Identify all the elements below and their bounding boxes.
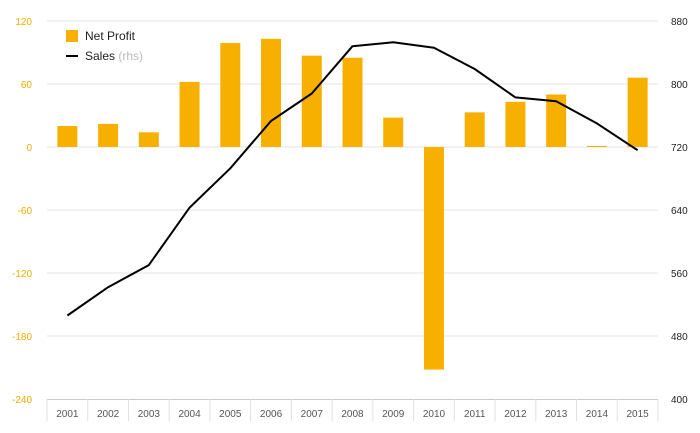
y-left-tick-label: -60 [18, 206, 33, 217]
legend-label: Net Profit [85, 29, 136, 43]
net-profit-bar [220, 43, 241, 147]
y-right-tick-label: 880 [671, 17, 688, 28]
y-right-tick-label: 480 [671, 332, 688, 343]
net-profit-bar [261, 38, 282, 147]
net-profit-bar [98, 123, 119, 147]
y-left-tick-label: 0 [26, 143, 32, 154]
x-tick-label: 2013 [545, 409, 568, 420]
y-left-tick-label: 120 [15, 17, 32, 28]
y-right-tick-label: 720 [671, 143, 688, 154]
x-tick-label: 2003 [138, 409, 161, 420]
axes: 120 60 0 -60 -120 -180 -240 880 800 720 640 560 480 4… [12, 17, 688, 421]
net-profit-bar [586, 145, 607, 147]
x-tick-label: 2007 [301, 409, 324, 420]
y-left-tick-label: -240 [12, 395, 32, 406]
x-tick-label: 2001 [56, 409, 79, 420]
y-right-tick-label: 400 [671, 395, 688, 406]
x-tick-label: 2010 [423, 409, 446, 420]
legend: Net Profit Sales (rhs) [66, 29, 143, 63]
x-tick-label: 2006 [260, 409, 283, 420]
net-profit-bar [423, 147, 444, 370]
net-profit-bar [627, 77, 648, 147]
y-left-tick-label: -180 [12, 332, 32, 343]
y-left-tick-label: -120 [12, 269, 32, 280]
net-profit-bar [57, 126, 78, 147]
legend-label: Sales (rhs) [85, 49, 143, 63]
net-profit-bar [546, 94, 567, 147]
x-tick-label: 2014 [586, 409, 609, 420]
legend-label-main: Sales [85, 49, 115, 63]
x-tick-label: 2011 [464, 409, 486, 420]
legend-label-suffix: (rhs) [115, 49, 143, 63]
net-profit-bar [301, 55, 322, 147]
net-profit-bars [57, 38, 648, 370]
x-tick-label: 2009 [382, 409, 405, 420]
net-profit-bar [464, 112, 485, 147]
net-profit-bar [179, 81, 200, 147]
sales-line-layer [66, 41, 639, 317]
y-right-tick-label: 640 [671, 206, 688, 217]
y-left-tick-label: 60 [21, 80, 33, 91]
x-tick-label: 2012 [504, 409, 527, 420]
sales-line [66, 41, 639, 317]
net-profit-bar [383, 117, 404, 147]
y-right-tick-label: 560 [671, 269, 688, 280]
x-tick-label: 2002 [97, 409, 120, 420]
legend-swatch-net-profit [66, 30, 78, 42]
x-tick-label: 2015 [627, 409, 650, 420]
legend-label-main: Net Profit [85, 29, 136, 43]
net-profit-bar [342, 57, 363, 147]
net-profit-bar [505, 101, 526, 147]
x-tick-label: 2008 [341, 409, 364, 420]
x-tick-label: 2005 [219, 409, 242, 420]
y-right-tick-label: 800 [671, 80, 688, 91]
x-tick-label: 2004 [178, 409, 201, 420]
net-profit-bar [138, 132, 159, 147]
